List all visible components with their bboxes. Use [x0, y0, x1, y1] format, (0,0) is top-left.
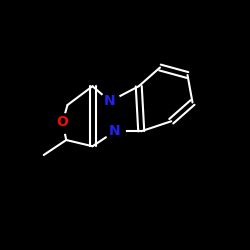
Text: N: N	[104, 94, 116, 108]
Text: O: O	[56, 116, 68, 130]
Text: N: N	[109, 124, 121, 138]
